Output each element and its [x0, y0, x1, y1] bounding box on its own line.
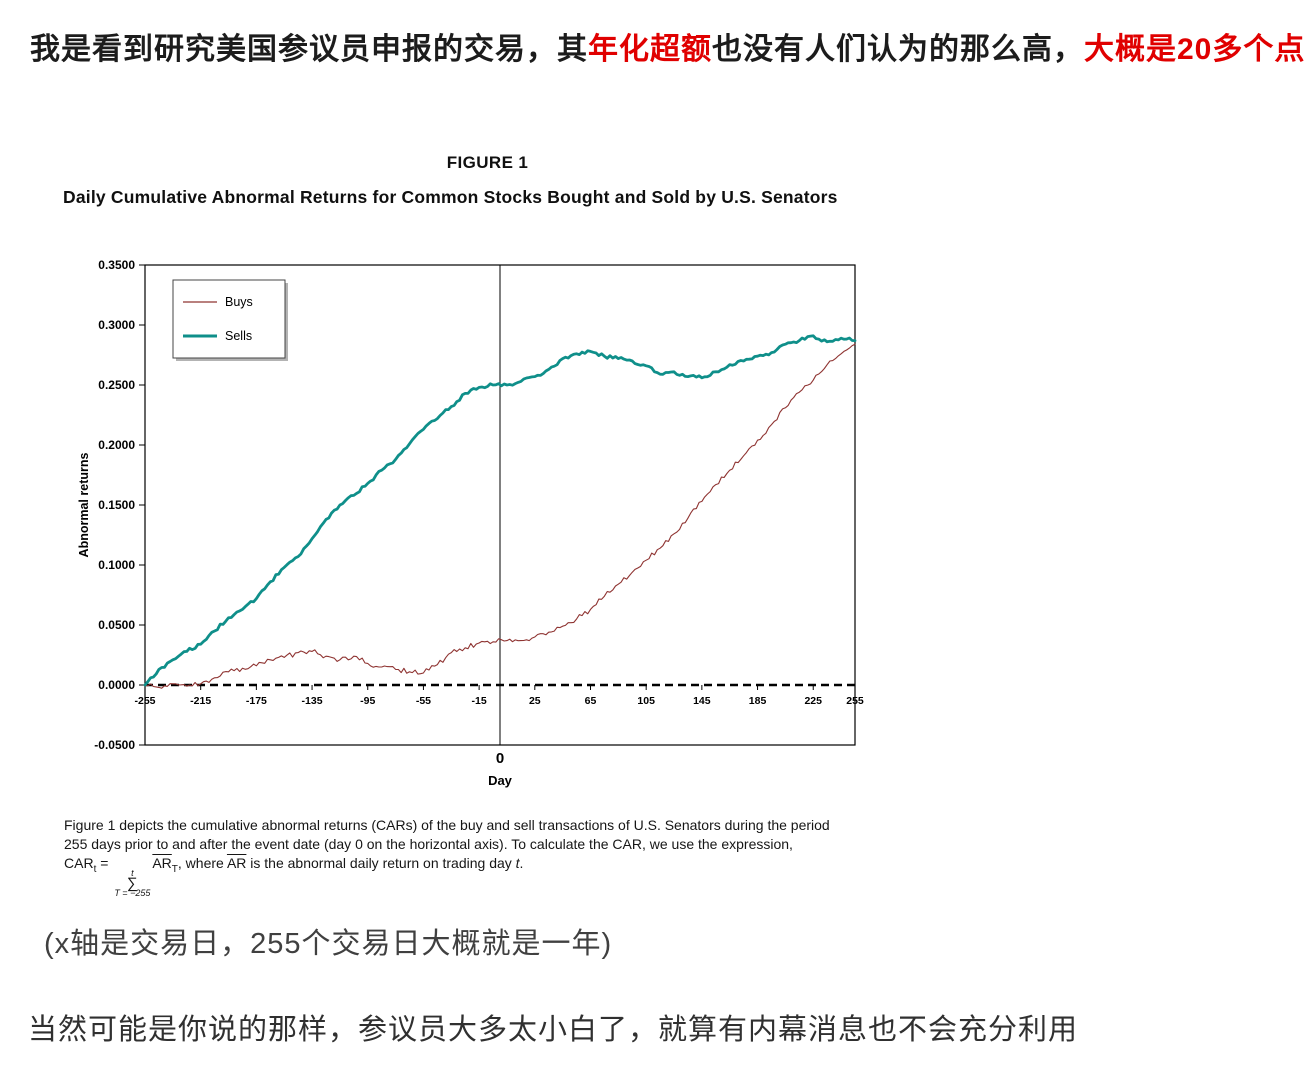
y-tick-label: 0.1500	[98, 498, 135, 512]
x-tick-label: 65	[585, 695, 597, 707]
x-tick-label: -15	[472, 695, 487, 707]
top-comment-seg3: 也没有人们认为的那么高，	[712, 33, 1084, 66]
y-axis-title: Abnormal returns	[77, 453, 91, 558]
x-tick-label: 185	[749, 695, 767, 707]
y-tick-label: 0.0500	[98, 618, 135, 632]
caption-line-2: 255 days prior to and after the event da…	[64, 836, 793, 852]
x-tick-label: 25	[529, 695, 541, 707]
x-tick-label: 105	[637, 695, 655, 707]
x-axis-title: Day	[488, 773, 513, 788]
top-comment-text: 我是看到研究美国参议员申报的交易，其年化超额也没有人们认为的那么高，大概是20多…	[30, 24, 1305, 68]
y-tick-label: 0.0000	[98, 678, 135, 692]
caption-line-1: Figure 1 depicts the cumulative abnormal…	[64, 817, 830, 833]
summation-lower-limit: T = −255	[114, 888, 151, 899]
sigma-icon: ∑	[126, 874, 138, 892]
formula-t-italic: t	[515, 855, 520, 871]
formula-ar-bar-2: AR	[226, 855, 247, 871]
event-day-zero-label: 0	[496, 750, 504, 767]
y-tick-label: 0.1000	[98, 558, 135, 572]
y-tick-label: -0.0500	[94, 738, 135, 752]
formula-where: , where	[177, 855, 227, 871]
x-tick-label: -55	[416, 695, 431, 707]
figure-title: FIGURE 1	[446, 153, 529, 172]
formula-car: CAR	[64, 855, 94, 871]
legend-box	[172, 279, 286, 359]
formula-tail: is the abnormal daily return on trading …	[246, 855, 516, 871]
x-tick-label: 145	[693, 695, 711, 707]
x-tick-label: -95	[360, 695, 375, 707]
y-tick-label: 0.2000	[98, 438, 135, 452]
summation-upper-limit: t	[131, 868, 134, 878]
series-line-buys	[144, 343, 856, 689]
legend-label-sells: Sells	[225, 329, 252, 343]
formula-car-sub: t	[93, 863, 97, 875]
summation-symbol: t ∑ T = −255	[114, 868, 151, 899]
car-line-chart: 0.3500 0.3000 0.2500 0.2000 0.1500 0.1000 0.05…	[77, 258, 864, 788]
legend-label-buys: Buys	[225, 295, 253, 309]
top-comment-highlight-2: 大概是20多个点	[1084, 33, 1306, 66]
series-line-sells	[143, 334, 857, 687]
top-comment-seg1: 我是看到研究美国参议员申报的交易，其	[30, 33, 588, 66]
formula-equals: =	[96, 855, 113, 871]
x-tick-label: -255	[134, 695, 155, 707]
formula-period: .	[519, 855, 524, 871]
formula-ar-sub: T	[171, 863, 178, 875]
figure-caption: Figure 1 depicts the cumulative abnormal…	[64, 816, 924, 898]
x-axis-note-text: (x轴是交易日，255个交易日大概就是一年)	[44, 928, 613, 960]
x-tick-label: -215	[190, 695, 211, 707]
formula-ar-bar: AR	[152, 855, 172, 871]
y-tick-label: 0.2500	[98, 378, 135, 392]
figure-subtitle: Daily Cumulative Abnormal Returns for Co…	[63, 187, 838, 207]
top-comment-highlight-1: 年化超额	[588, 33, 712, 66]
x-tick-label: 255	[846, 695, 864, 707]
caption-line-3-formula: CARt = t ∑ T = −255 ART, where AR is the ab…	[64, 854, 924, 898]
bottom-comment-text: 当然可能是你说的那样，参议员大多太小白了，就算有内幕消息也不会充分利用	[28, 1014, 1079, 1046]
x-tick-label: 225	[804, 695, 822, 707]
x-tick-label: -175	[246, 695, 267, 707]
y-tick-label: 0.3500	[98, 258, 135, 272]
x-tick-label: -135	[302, 695, 323, 707]
y-tick-label: 0.3000	[98, 318, 135, 332]
